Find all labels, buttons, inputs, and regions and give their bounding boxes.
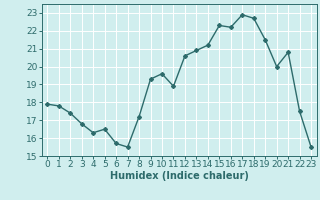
X-axis label: Humidex (Indice chaleur): Humidex (Indice chaleur) — [110, 171, 249, 181]
